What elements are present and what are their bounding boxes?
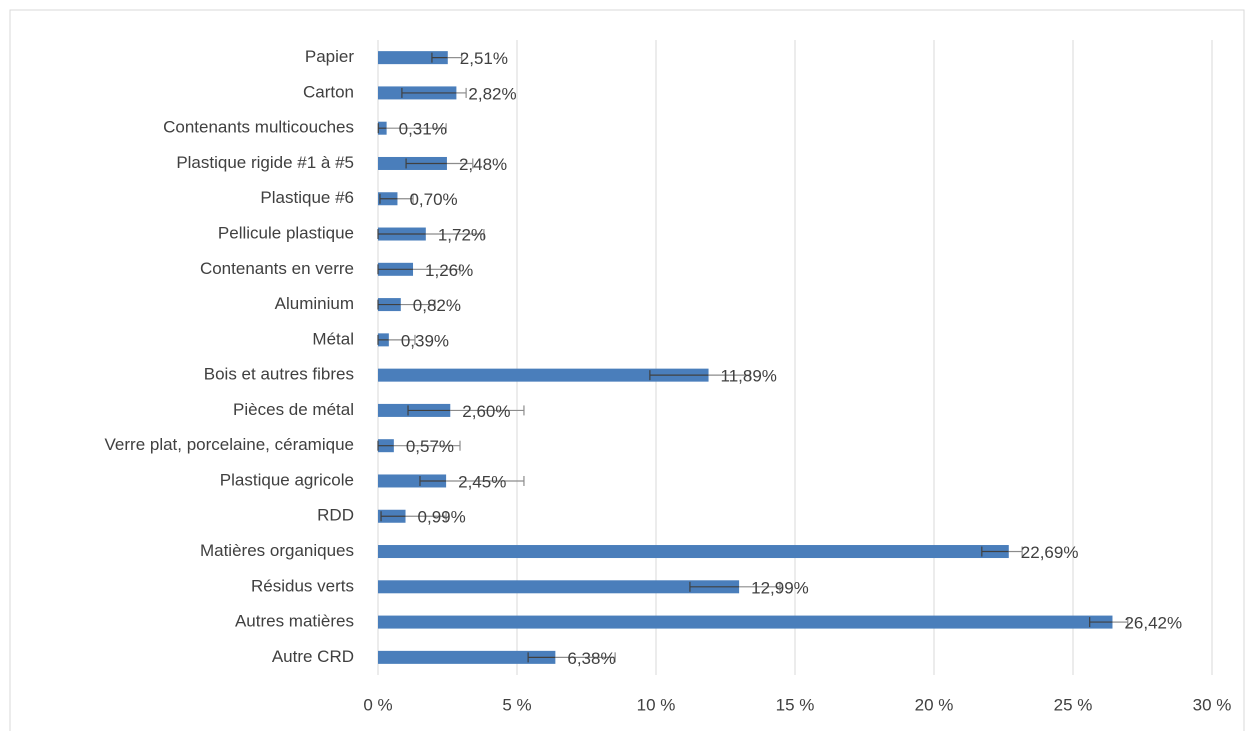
data-label: 2,60% [462, 402, 510, 421]
y-tick-label: Contenants multicouches [163, 118, 354, 137]
x-tick-label: 0 % [363, 695, 392, 714]
y-tick-label: Métal [312, 329, 354, 348]
bar [378, 474, 447, 488]
y-tick-label: Plastique rigide #1 à #5 [176, 153, 354, 172]
y-tick-label: Autre CRD [272, 647, 354, 666]
x-tick-label: 15 % [776, 695, 815, 714]
y-tick-label: Autres matières [235, 612, 354, 631]
bar [378, 51, 448, 65]
data-label: 2,82% [468, 84, 516, 103]
bar [378, 650, 556, 664]
data-label: 12,99% [751, 578, 809, 597]
y-tick-label: Plastique agricole [220, 470, 354, 489]
data-label: 0,57% [406, 437, 454, 456]
y-tick-label: RDD [317, 506, 354, 525]
y-tick-label: Verre plat, porcelaine, céramique [105, 435, 354, 454]
data-label: 2,48% [459, 155, 507, 174]
bar [378, 368, 709, 382]
data-label: 26,42% [1124, 614, 1182, 633]
bar [378, 580, 740, 594]
y-tick-label: Bois et autres fibres [204, 365, 354, 384]
x-tick-label: 30 % [1193, 695, 1232, 714]
x-tick-label: 20 % [915, 695, 954, 714]
y-tick-label: Matières organiques [200, 541, 354, 560]
y-tick-label: Carton [303, 82, 354, 101]
y-tick-label: Résidus verts [251, 576, 354, 595]
x-tick-label: 10 % [637, 695, 676, 714]
data-label: 1,72% [438, 226, 486, 245]
data-label: 2,51% [460, 49, 508, 68]
data-label: 0,70% [409, 190, 457, 209]
data-label: 6,38% [567, 649, 615, 668]
data-label: 11,89% [721, 367, 777, 386]
bar [378, 615, 1113, 629]
data-label: 22,69% [1021, 543, 1079, 562]
data-label: 1,26% [425, 261, 473, 280]
y-tick-label: Plastique #6 [260, 188, 354, 207]
data-label: 0,99% [418, 508, 466, 527]
x-tick-label: 25 % [1054, 695, 1093, 714]
y-tick-label: Pellicule plastique [218, 224, 354, 243]
y-tick-label: Contenants en verre [200, 259, 354, 278]
chart-frame [9, 9, 1245, 731]
data-label: 0,39% [401, 331, 449, 350]
y-tick-label: Papier [305, 47, 354, 66]
data-label: 0,31% [399, 120, 447, 139]
y-tick-label: Pièces de métal [233, 400, 354, 419]
y-tick-label: Aluminium [275, 294, 354, 313]
data-label: 0,82% [413, 296, 461, 315]
x-tick-label: 5 % [502, 695, 531, 714]
bar [378, 545, 1009, 559]
data-label: 2,45% [458, 472, 506, 491]
